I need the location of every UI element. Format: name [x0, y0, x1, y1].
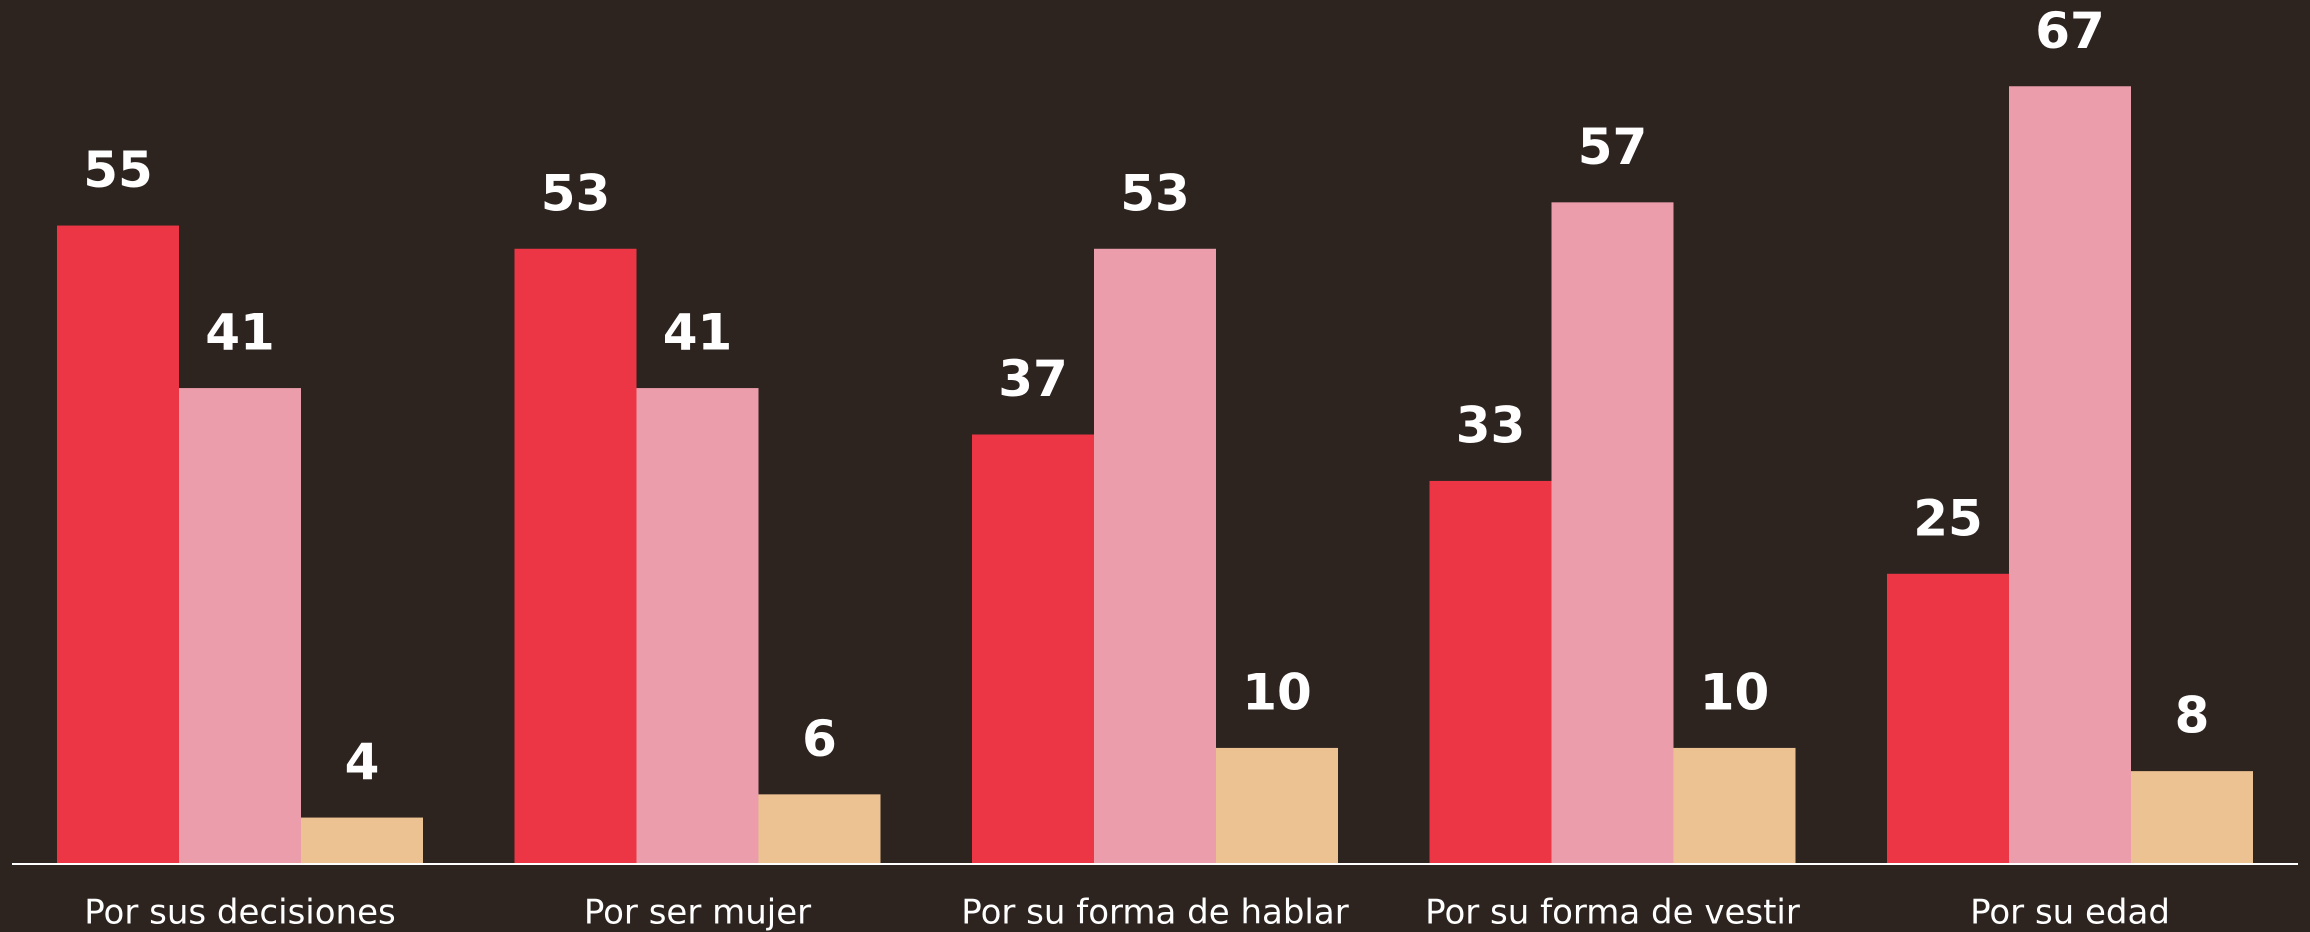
category-label: Por ser mujer	[584, 893, 811, 932]
bar	[514, 248, 637, 864]
value-label: 25	[1913, 489, 1983, 547]
category-label: Por su edad	[1970, 893, 2170, 932]
bar	[179, 388, 301, 864]
value-label: 37	[998, 350, 1068, 408]
value-label: 6	[802, 710, 837, 768]
value-label: 53	[1120, 164, 1190, 222]
value-label: 33	[1456, 396, 1526, 454]
bar	[1216, 747, 1338, 864]
category-label: Por su forma de hablar	[961, 893, 1348, 932]
value-label: 57	[1578, 118, 1648, 176]
value-label: 41	[663, 304, 733, 362]
value-label: 53	[541, 164, 611, 222]
value-label: 55	[83, 141, 153, 199]
value-label: 10	[1700, 663, 1770, 721]
bar	[1429, 480, 1552, 864]
bar	[758, 794, 881, 864]
value-label: 10	[1242, 663, 1312, 721]
value-label: 4	[345, 733, 380, 791]
value-label: 8	[2175, 687, 2210, 745]
category-label: Por su forma de vestir	[1425, 893, 1800, 932]
bar	[1551, 202, 1674, 865]
bar	[301, 817, 423, 864]
bar	[57, 225, 179, 864]
bar	[1887, 573, 2009, 864]
value-label: 41	[205, 304, 275, 362]
category-label: Por sus decisiones	[84, 893, 395, 932]
bar	[1094, 248, 1216, 864]
bar	[1673, 747, 1796, 864]
bar	[636, 388, 759, 864]
bar	[2009, 86, 2131, 864]
bar	[972, 434, 1094, 864]
value-label: 67	[2035, 2, 2105, 60]
bar	[2131, 771, 2253, 864]
